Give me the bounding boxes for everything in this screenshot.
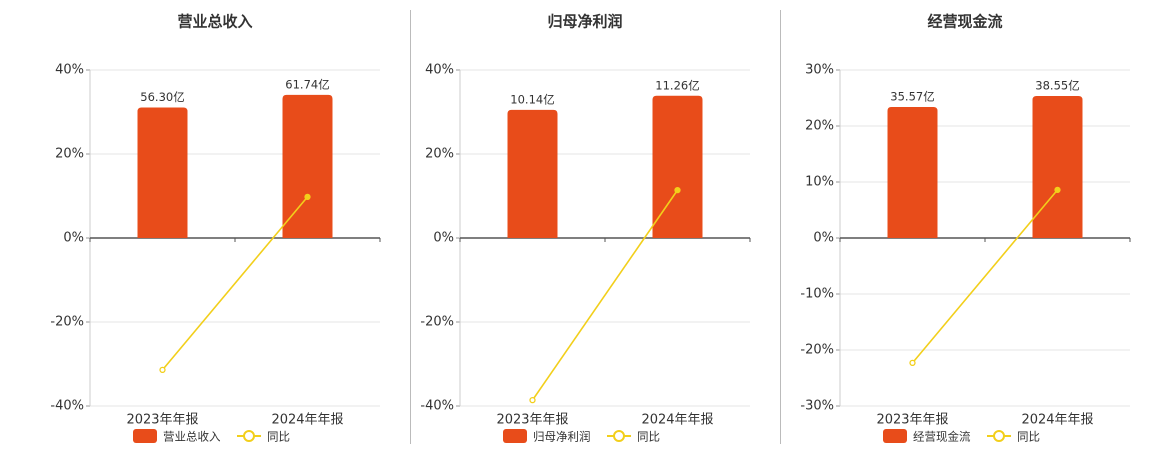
y-tick-label: -40%	[420, 399, 454, 414]
y-tick-label: -30%	[800, 399, 834, 414]
legend-icon	[133, 429, 157, 443]
y-tick-label: -10%	[800, 287, 834, 302]
legend-label: 同比	[637, 430, 660, 444]
value-label: 10.14亿	[510, 92, 554, 106]
y-tick-label: 20%	[805, 119, 834, 134]
chart-title: 营业总收入	[177, 13, 252, 31]
chart-title: 经营现金流	[927, 13, 1002, 31]
line	[531, 189, 679, 401]
y-tick-label: -40%	[50, 399, 84, 414]
y-tick-label: -20%	[420, 315, 454, 330]
y-tick-label: 30%	[805, 63, 834, 78]
point	[909, 359, 916, 367]
legend-icon	[993, 430, 1005, 442]
bar	[1032, 95, 1083, 238]
y-tick-label: 40%	[425, 63, 454, 78]
legend-label: 经营现金流	[913, 430, 971, 444]
x-tick-label: 2024年年报	[641, 413, 713, 428]
legend-label: 同比	[267, 430, 290, 444]
value-label: 56.30亿	[140, 90, 184, 104]
legend-icon	[503, 429, 527, 443]
legend-label: 营业总收入	[163, 430, 221, 444]
point	[674, 186, 681, 194]
chart-panel: 经营现金流 -30% -20% -10% 0% 10% 20% 30% 2023年年报 2024年…	[800, 13, 1131, 444]
y-tick-label: 20%	[425, 147, 454, 162]
y-tick-label: -20%	[50, 315, 84, 330]
x-tick-label: 2023年年报	[126, 413, 198, 428]
point	[304, 193, 311, 200]
legend-label: 归母净利润	[533, 430, 591, 444]
point	[1054, 186, 1061, 193]
bar	[652, 95, 703, 238]
chart-title: 归母净利润	[547, 13, 622, 31]
chart-panel: 营业总收入 -40% -20% 0% 20% 40% 2023年年报 2024年年报 56.30…	[50, 13, 381, 444]
y-tick-label: -20%	[800, 343, 834, 358]
bar	[282, 94, 333, 238]
value-label: 38.55亿	[1035, 78, 1079, 92]
legend-icon	[613, 430, 625, 442]
x-tick-label: 2024年年报	[271, 413, 343, 428]
point	[159, 366, 166, 374]
bar	[507, 109, 558, 238]
x-tick-label: 2023年年报	[496, 413, 568, 428]
y-tick-label: 0%	[813, 231, 834, 246]
value-label: 35.57亿	[890, 89, 934, 103]
value-label: 61.74亿	[285, 77, 329, 91]
y-tick-label: 40%	[55, 63, 84, 78]
value-label: 11.26亿	[655, 78, 699, 92]
bar	[887, 106, 938, 238]
y-tick-label: 10%	[805, 175, 834, 190]
legend-icon	[243, 430, 255, 442]
point	[529, 396, 536, 404]
chart-panel: 归母净利润 -40% -20% 0% 20% 40% 2023年年报 2024年年报 10.14…	[420, 13, 751, 444]
line	[911, 189, 1059, 364]
y-tick-label: 0%	[63, 231, 84, 246]
y-tick-label: 20%	[55, 147, 84, 162]
legend-icon	[883, 429, 907, 443]
x-tick-label: 2023年年报	[876, 413, 948, 428]
bar	[137, 107, 188, 238]
line	[161, 196, 309, 371]
x-tick-label: 2024年年报	[1021, 413, 1093, 428]
y-tick-label: 0%	[433, 231, 454, 246]
legend-label: 同比	[1017, 430, 1040, 444]
